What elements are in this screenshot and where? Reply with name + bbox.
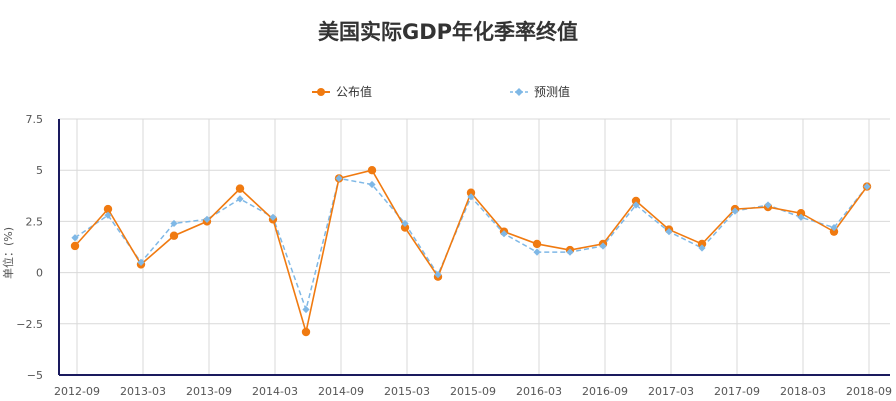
x-tick-label: 2016-09: [582, 385, 628, 398]
forecast-point: [533, 248, 541, 256]
forecast-point: [830, 223, 838, 232]
x-tick-label: 2018-03: [780, 385, 826, 398]
forecast-point: [665, 228, 673, 236]
forecast-point: [731, 207, 739, 215]
forecast-point: [236, 195, 244, 203]
y-tick-label: −5: [27, 369, 43, 382]
published-point: [532, 239, 542, 249]
chart-title: 美国实际GDP年化季率终值: [317, 20, 579, 44]
legend-label-published: 公布值: [336, 85, 373, 99]
published-point: [367, 166, 377, 175]
forecast-point: [170, 219, 178, 228]
x-tick-label: 2013-09: [186, 385, 232, 398]
x-tick-label: 2015-09: [450, 385, 496, 398]
published-point: [70, 241, 80, 251]
forecast-point: [467, 193, 475, 201]
grid: [59, 118, 890, 375]
x-tick-label: 2014-09: [318, 385, 364, 398]
published-point: [697, 239, 707, 249]
published-point: [796, 209, 806, 218]
forecast-point: [764, 201, 772, 209]
published-point: [301, 327, 311, 337]
axes: 7.5 5 2.5 0 −2.5 −5 2012-09 2013-03 2013-09 2014-…: [16, 113, 892, 398]
series-layer: [70, 166, 872, 337]
legend-item-published[interactable]: 公布值: [312, 83, 372, 100]
legend-published-marker-icon: [312, 87, 330, 96]
y-tick-label: 7.5: [26, 113, 44, 126]
y-tick-label: 0: [36, 267, 43, 280]
x-tick-label: 2017-09: [714, 385, 760, 398]
x-tick-label: 2012-09: [54, 385, 100, 398]
x-tick-label: 2013-03: [120, 385, 166, 398]
forecast-point: [434, 271, 442, 279]
y-tick-label: −2.5: [16, 318, 43, 331]
published-point: [631, 196, 641, 206]
x-tick-label: 2017-03: [648, 385, 694, 398]
forecast-point: [302, 305, 310, 314]
legend-forecast-marker-icon: [510, 87, 528, 96]
x-tick-label: 2014-03: [252, 385, 298, 398]
forecast-point: [104, 211, 112, 219]
published-point: [466, 188, 476, 197]
legend-label-forecast: 预测值: [534, 85, 571, 99]
y-axis-label: 单位：(%): [1, 227, 15, 279]
forecast-point: [632, 201, 640, 209]
published-point: [235, 184, 245, 193]
x-tick-label: 2018-09: [846, 385, 892, 398]
published-point: [169, 231, 179, 240]
forecast-point: [269, 213, 277, 221]
y-tick-label: 5: [36, 164, 43, 177]
published-point: [400, 223, 410, 232]
forecast-point: [203, 215, 211, 223]
legend: 公布值 预测值: [0, 83, 896, 101]
forecast-point: [797, 213, 805, 221]
forecast-point: [137, 258, 145, 266]
legend-item-forecast[interactable]: 预测值: [510, 83, 570, 100]
forecast-point: [698, 244, 706, 252]
x-tick-label: 2015-03: [384, 385, 430, 398]
forecast-point: [863, 182, 871, 191]
y-tick-label: 2.5: [26, 215, 44, 228]
forecast-point: [71, 234, 79, 242]
forecast-point: [335, 174, 343, 182]
x-tick-label: 2016-03: [516, 385, 562, 398]
forecast-point: [401, 219, 409, 228]
forecast-point: [368, 180, 376, 189]
forecast-point: [566, 248, 574, 256]
published-point: [103, 204, 113, 214]
published-point: [829, 227, 839, 236]
forecast-point: [500, 230, 508, 238]
forecast-point: [599, 242, 607, 250]
